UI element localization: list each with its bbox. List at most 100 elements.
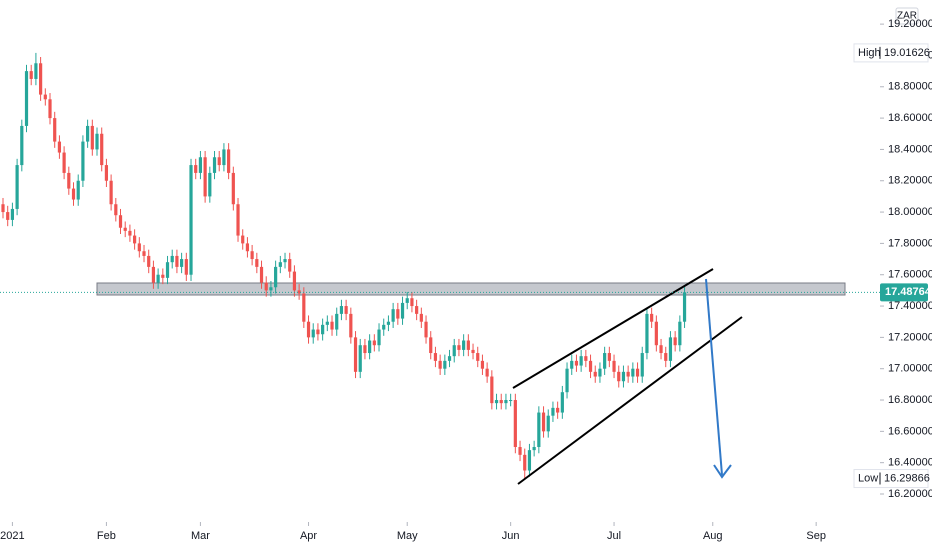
candle-body (236, 204, 240, 236)
candle-body (43, 94, 47, 100)
candle-body (546, 415, 550, 432)
high-tag: High (858, 47, 881, 59)
resistance-zone (96, 282, 846, 296)
channel-lower-line (517, 316, 743, 485)
candle-body (161, 274, 165, 278)
x-tick-label: Aug (703, 530, 723, 542)
candle-body (363, 345, 367, 354)
candle-body (198, 157, 203, 173)
channel-upper-line (512, 268, 714, 389)
y-tick-label: 18.40000 (888, 143, 932, 155)
candle-body (400, 302, 405, 319)
candle-body (415, 306, 419, 314)
y-tick-label: 18.00000 (888, 206, 932, 218)
currency-label: ZAR (897, 11, 917, 22)
candle-body (62, 152, 66, 173)
y-tick-label: 16.40000 (888, 457, 932, 469)
candle-body (316, 329, 320, 335)
high-box (853, 43, 929, 63)
candle-body (217, 157, 221, 166)
candle-body (621, 371, 626, 382)
candle-body (560, 392, 564, 413)
y-tick-label: 16.20000 (888, 488, 932, 500)
candle-body (81, 141, 85, 181)
candle-body (34, 63, 38, 79)
candle-body (598, 368, 602, 377)
candle-body (391, 309, 395, 322)
candle-body (462, 340, 466, 350)
candle-body (222, 149, 226, 166)
candle-body (480, 360, 485, 369)
candle-body (170, 255, 174, 263)
candle-body (90, 125, 94, 150)
candle-body (372, 340, 376, 346)
candle-body (579, 356, 583, 366)
candle-body (264, 282, 268, 291)
y-tick-label: 18.80000 (888, 81, 932, 93)
candle-body (128, 230, 132, 236)
candle-body (48, 99, 52, 119)
candle-body (570, 360, 574, 369)
candle-body (631, 368, 635, 377)
candle-body (288, 259, 292, 272)
candle-body (433, 353, 438, 361)
candle-body (640, 353, 644, 377)
x-tick-label: Feb (97, 530, 116, 542)
candle-body (659, 345, 663, 354)
candle-body (203, 157, 207, 197)
candle-body (349, 313, 353, 338)
candle-body (626, 371, 630, 377)
y-tick-label: 16.60000 (888, 425, 932, 437)
low-value: 16.29866 (884, 472, 930, 484)
candle-body (241, 235, 245, 244)
candle-body (551, 407, 555, 416)
candle-body (509, 400, 513, 402)
last-price-box (880, 283, 928, 302)
candle-body (353, 337, 358, 372)
candle-body (476, 353, 480, 361)
candle-body (565, 368, 569, 393)
candle-body (118, 215, 123, 228)
high-value: 19.01626 (884, 47, 930, 59)
candle-body (410, 298, 414, 307)
forecast-arrow (705, 278, 723, 476)
candle-body (523, 454, 527, 471)
candle-body (447, 356, 452, 361)
candle-body (377, 329, 381, 346)
low-tag: Low (858, 472, 878, 484)
candle-body (1, 204, 5, 213)
y-tick-label: 19.20000 (888, 18, 932, 30)
candle-body (100, 133, 104, 166)
candle-body (635, 368, 640, 377)
arrow-head (713, 464, 732, 479)
candle-body (245, 243, 250, 252)
y-tick-label: 16.80000 (888, 394, 932, 406)
candle-body (617, 371, 621, 382)
candle-body (344, 306, 348, 314)
candle-body (504, 400, 508, 404)
candle-body (255, 259, 259, 267)
candle-body (114, 204, 118, 216)
currency-badge (895, 7, 919, 25)
candle-body (104, 165, 109, 181)
candle-body (513, 400, 517, 448)
x-tick-label: Mar (191, 530, 210, 542)
candle-body (57, 141, 62, 153)
candle-body (471, 349, 475, 354)
candle-body (330, 321, 334, 330)
y-tick-label: 17.40000 (888, 300, 932, 312)
candle-body (76, 180, 80, 200)
candle-body (382, 324, 386, 330)
candle-body (29, 71, 33, 79)
candle-body (165, 262, 170, 278)
candle-body (673, 337, 677, 346)
candle-body (259, 266, 264, 283)
candle-body (588, 360, 593, 372)
candle-body (274, 266, 278, 288)
candle-body (518, 447, 522, 455)
candle-body (208, 172, 212, 197)
candle-body (668, 337, 673, 361)
candle-body (527, 450, 532, 471)
candles (1, 52, 687, 479)
